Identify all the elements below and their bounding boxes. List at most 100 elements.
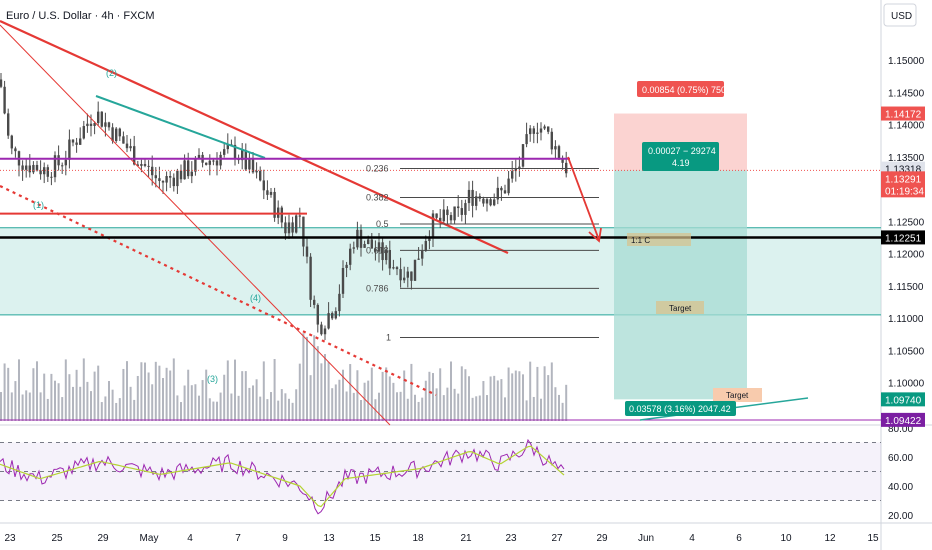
candle-body <box>71 139 75 143</box>
candle-body <box>158 178 161 181</box>
rsi-tick: 20.00 <box>888 511 913 522</box>
target1-label: Target <box>669 304 692 313</box>
price-label-box <box>881 106 925 121</box>
price-tick: 1.12000 <box>888 250 925 261</box>
fib-level-label: 0.786 <box>366 283 389 293</box>
currency-button-bg[interactable] <box>883 3 917 27</box>
volume-bar <box>216 401 218 421</box>
candle-body <box>241 150 244 161</box>
candle-body <box>298 215 301 217</box>
volume-bar <box>208 398 211 421</box>
volume-bar <box>489 376 492 421</box>
volume-bar <box>414 394 416 421</box>
volume-bar <box>262 361 265 421</box>
time-tick: May <box>140 533 159 544</box>
fib-level-label: 0.382 <box>366 192 389 202</box>
time-tick: 27 <box>551 533 563 544</box>
volume-bar <box>453 388 456 421</box>
volume-bar <box>565 384 568 421</box>
volume-bar <box>3 363 6 421</box>
volume-bar <box>406 398 409 421</box>
candle-body <box>547 126 550 132</box>
volume-bar <box>518 371 521 421</box>
rsi-tick: 40.00 <box>888 482 913 493</box>
volume-bar <box>82 358 85 421</box>
candle-body <box>266 190 269 195</box>
candle-body <box>61 165 64 167</box>
volume-bar <box>334 384 337 421</box>
time-tick: Jun <box>638 533 654 544</box>
wave-label-4: (4) <box>250 293 261 303</box>
candle-body <box>100 111 103 127</box>
candle-body <box>269 191 273 195</box>
volume-bar <box>500 379 503 421</box>
time-tick: 13 <box>323 533 335 544</box>
axes-layer: 1.150001.145001.140001.135001.130001.125… <box>4 56 925 544</box>
volume-bar <box>514 370 517 421</box>
candle-body <box>208 160 211 165</box>
candle-body <box>532 128 535 134</box>
volume-bar <box>169 370 172 421</box>
candle-body <box>3 86 6 114</box>
volume-bar <box>396 392 398 421</box>
candle-body <box>53 155 57 178</box>
time-tick: 18 <box>412 533 424 544</box>
volume-bar <box>223 374 226 421</box>
candle-body <box>273 191 276 218</box>
volume-bar <box>457 393 460 421</box>
take-profit-zone <box>614 170 747 400</box>
fib-level-label: 1 <box>386 332 391 342</box>
volume-bar <box>50 373 53 421</box>
candle-body <box>86 123 89 127</box>
candle-body <box>374 248 377 252</box>
candle-body <box>115 128 118 142</box>
candle-body <box>64 159 67 166</box>
volume-bar <box>511 373 514 421</box>
candle-body <box>496 187 499 200</box>
price-tick: 1.11000 <box>888 314 924 325</box>
volume-bar <box>460 366 463 421</box>
candle-body <box>147 165 150 167</box>
volume-bar <box>54 380 56 421</box>
candle-body <box>280 207 283 223</box>
target-label-box <box>625 401 736 416</box>
volume-bar <box>57 383 60 421</box>
candle-body <box>111 127 114 142</box>
time-tick: 25 <box>51 533 63 544</box>
time-tick: 29 <box>596 533 608 544</box>
stop-label: 0.00854 (0.75%) 750 <box>642 85 726 95</box>
candle-body <box>507 178 510 194</box>
volume-bar <box>39 392 42 421</box>
candle-body <box>212 160 215 162</box>
volume-bar <box>381 371 384 421</box>
candle-body <box>104 122 107 127</box>
currency-button[interactable]: USD <box>891 11 912 22</box>
projection-arrow-head <box>588 227 602 243</box>
candle-body <box>446 209 449 216</box>
price-label-box <box>881 392 925 407</box>
price-tick: 1.11500 <box>888 282 924 293</box>
volume-bar <box>298 363 301 421</box>
candle-body <box>323 328 327 335</box>
volume-bar <box>7 367 10 421</box>
price-tick: 1.10500 <box>888 346 925 357</box>
price-label-box <box>881 171 925 198</box>
volume-bar <box>252 385 254 421</box>
candle-body <box>284 222 287 234</box>
volume-bar <box>507 367 510 421</box>
price-tick: 1.15000 <box>888 56 925 67</box>
time-tick: 7 <box>235 533 241 544</box>
time-tick: 4 <box>689 533 695 544</box>
candle-body <box>0 79 3 87</box>
candle-body <box>129 146 132 149</box>
candle-body <box>327 313 330 329</box>
candle-body <box>316 304 319 325</box>
time-tick: 12 <box>824 533 836 544</box>
volume-bar <box>522 374 524 421</box>
candle-body <box>525 134 528 145</box>
volume-bar <box>550 362 553 421</box>
price-tick: 1.12500 <box>888 217 925 228</box>
descending-trendline <box>0 19 509 255</box>
candle-body <box>550 131 553 150</box>
